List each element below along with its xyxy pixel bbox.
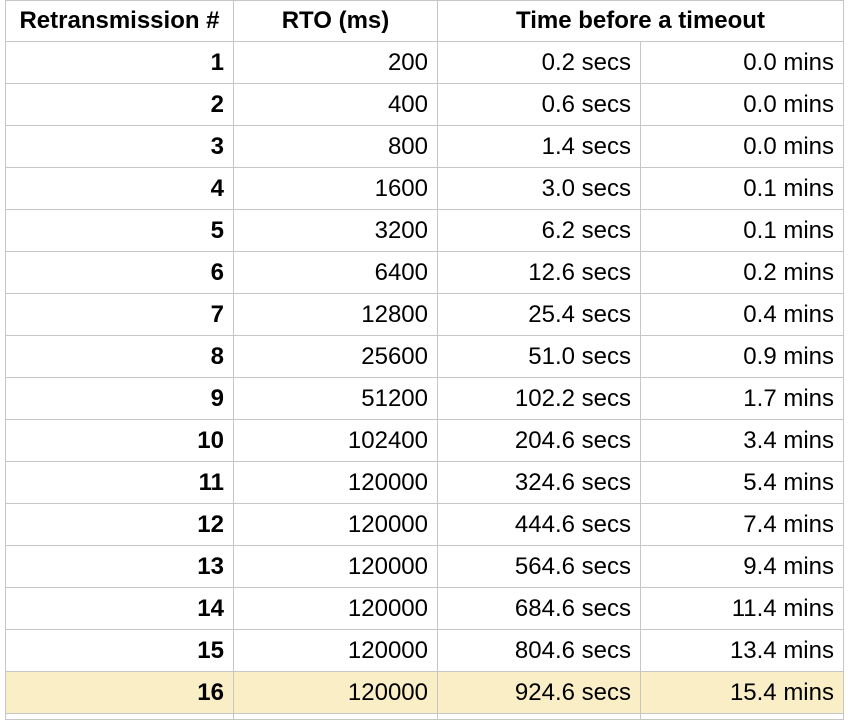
retransmission-table: Retransmission # RTO (ms) Time before a … <box>5 0 844 720</box>
table-row: 15 120000 804.6 secs 13.4 mins <box>5 629 844 672</box>
rto-cell[interactable]: 102400 <box>233 419 438 462</box>
header-row: Retransmission # RTO (ms) Time before a … <box>5 0 844 42</box>
spreadsheet-grid: Retransmission # RTO (ms) Time before a … <box>5 0 844 720</box>
rto-cell[interactable]: 120000 <box>233 671 438 714</box>
row-number-cell[interactable]: 4 <box>5 167 234 210</box>
secs-cell[interactable]: 3.0 secs <box>437 167 641 210</box>
mins-cell[interactable]: 0.4 mins <box>640 293 844 336</box>
rto-cell[interactable]: 1600 <box>233 167 438 210</box>
rto-cell[interactable]: 120000 <box>233 461 438 504</box>
mins-cell[interactable]: 9.4 mins <box>640 545 844 588</box>
secs-cell[interactable]: 51.0 secs <box>437 335 641 378</box>
row-number-cell[interactable]: 7 <box>5 293 234 336</box>
rto-cell[interactable]: 120000 <box>233 503 438 546</box>
row-number-cell[interactable]: 5 <box>5 209 234 252</box>
secs-cell[interactable]: 1.4 secs <box>437 125 641 168</box>
row-number-cell[interactable]: 10 <box>5 419 234 462</box>
rto-cell[interactable]: 200 <box>233 41 438 84</box>
row-number-cell[interactable]: 8 <box>5 335 234 378</box>
mins-cell[interactable]: 0.0 mins <box>640 83 844 126</box>
secs-cell[interactable]: 6.2 secs <box>437 209 641 252</box>
table-row: 13 120000 564.6 secs 9.4 mins <box>5 545 844 588</box>
secs-cell[interactable]: 102.2 secs <box>437 377 641 420</box>
mins-cell[interactable]: 0.2 mins <box>640 251 844 294</box>
empty-cell[interactable] <box>5 713 234 720</box>
secs-cell[interactable]: 924.6 secs <box>437 671 641 714</box>
rto-cell[interactable]: 12800 <box>233 293 438 336</box>
table-row: 5 3200 6.2 secs 0.1 mins <box>5 209 844 252</box>
row-number-cell[interactable]: 6 <box>5 251 234 294</box>
row-number-cell[interactable]: 9 <box>5 377 234 420</box>
mins-cell[interactable]: 0.9 mins <box>640 335 844 378</box>
rto-cell[interactable]: 25600 <box>233 335 438 378</box>
rto-cell[interactable]: 400 <box>233 83 438 126</box>
empty-cell[interactable] <box>233 713 438 720</box>
header-rto-ms[interactable]: RTO (ms) <box>233 0 438 42</box>
row-number-cell[interactable]: 2 <box>5 83 234 126</box>
table-row: 3 800 1.4 secs 0.0 mins <box>5 125 844 168</box>
partial-next-row <box>5 713 844 720</box>
table-row: 10 102400 204.6 secs 3.4 mins <box>5 419 844 462</box>
mins-cell[interactable]: 1.7 mins <box>640 377 844 420</box>
secs-cell[interactable]: 804.6 secs <box>437 629 641 672</box>
table-row: 9 51200 102.2 secs 1.7 mins <box>5 377 844 420</box>
mins-cell[interactable]: 5.4 mins <box>640 461 844 504</box>
empty-cell[interactable] <box>437 713 641 720</box>
table-row: 14 120000 684.6 secs 11.4 mins <box>5 587 844 630</box>
row-number-cell[interactable]: 11 <box>5 461 234 504</box>
table-row: 12 120000 444.6 secs 7.4 mins <box>5 503 844 546</box>
row-number-cell[interactable]: 13 <box>5 545 234 588</box>
mins-cell[interactable]: 7.4 mins <box>640 503 844 546</box>
table-row: 1 200 0.2 secs 0.0 mins <box>5 41 844 84</box>
mins-cell[interactable]: 15.4 mins <box>640 671 844 714</box>
rto-cell[interactable]: 120000 <box>233 587 438 630</box>
table-row: 6 6400 12.6 secs 0.2 mins <box>5 251 844 294</box>
secs-cell[interactable]: 444.6 secs <box>437 503 641 546</box>
rto-cell[interactable]: 120000 <box>233 545 438 588</box>
row-number-cell[interactable]: 1 <box>5 41 234 84</box>
table-row: 16 120000 924.6 secs 15.4 mins <box>5 671 844 714</box>
rto-cell[interactable]: 6400 <box>233 251 438 294</box>
mins-cell[interactable]: 0.1 mins <box>640 167 844 210</box>
secs-cell[interactable]: 0.2 secs <box>437 41 641 84</box>
mins-cell[interactable]: 3.4 mins <box>640 419 844 462</box>
empty-cell[interactable] <box>640 713 844 720</box>
secs-cell[interactable]: 324.6 secs <box>437 461 641 504</box>
row-number-cell[interactable]: 14 <box>5 587 234 630</box>
mins-cell[interactable]: 0.0 mins <box>640 41 844 84</box>
secs-cell[interactable]: 12.6 secs <box>437 251 641 294</box>
mins-cell[interactable]: 11.4 mins <box>640 587 844 630</box>
row-number-cell[interactable]: 12 <box>5 503 234 546</box>
mins-cell[interactable]: 13.4 mins <box>640 629 844 672</box>
header-time-before-timeout[interactable]: Time before a timeout <box>437 0 844 42</box>
secs-cell[interactable]: 564.6 secs <box>437 545 641 588</box>
secs-cell[interactable]: 204.6 secs <box>437 419 641 462</box>
table-row: 7 12800 25.4 secs 0.4 mins <box>5 293 844 336</box>
table-row: 8 25600 51.0 secs 0.9 mins <box>5 335 844 378</box>
table-row: 2 400 0.6 secs 0.0 mins <box>5 83 844 126</box>
rto-cell[interactable]: 51200 <box>233 377 438 420</box>
mins-cell[interactable]: 0.0 mins <box>640 125 844 168</box>
row-number-cell[interactable]: 16 <box>5 671 234 714</box>
secs-cell[interactable]: 25.4 secs <box>437 293 641 336</box>
secs-cell[interactable]: 684.6 secs <box>437 587 641 630</box>
rto-cell[interactable]: 120000 <box>233 629 438 672</box>
header-retransmission-number[interactable]: Retransmission # <box>5 0 234 42</box>
mins-cell[interactable]: 0.1 mins <box>640 209 844 252</box>
row-number-cell[interactable]: 3 <box>5 125 234 168</box>
secs-cell[interactable]: 0.6 secs <box>437 83 641 126</box>
table-row: 11 120000 324.6 secs 5.4 mins <box>5 461 844 504</box>
table-row: 4 1600 3.0 secs 0.1 mins <box>5 167 844 210</box>
row-number-cell[interactable]: 15 <box>5 629 234 672</box>
rto-cell[interactable]: 3200 <box>233 209 438 252</box>
rto-cell[interactable]: 800 <box>233 125 438 168</box>
